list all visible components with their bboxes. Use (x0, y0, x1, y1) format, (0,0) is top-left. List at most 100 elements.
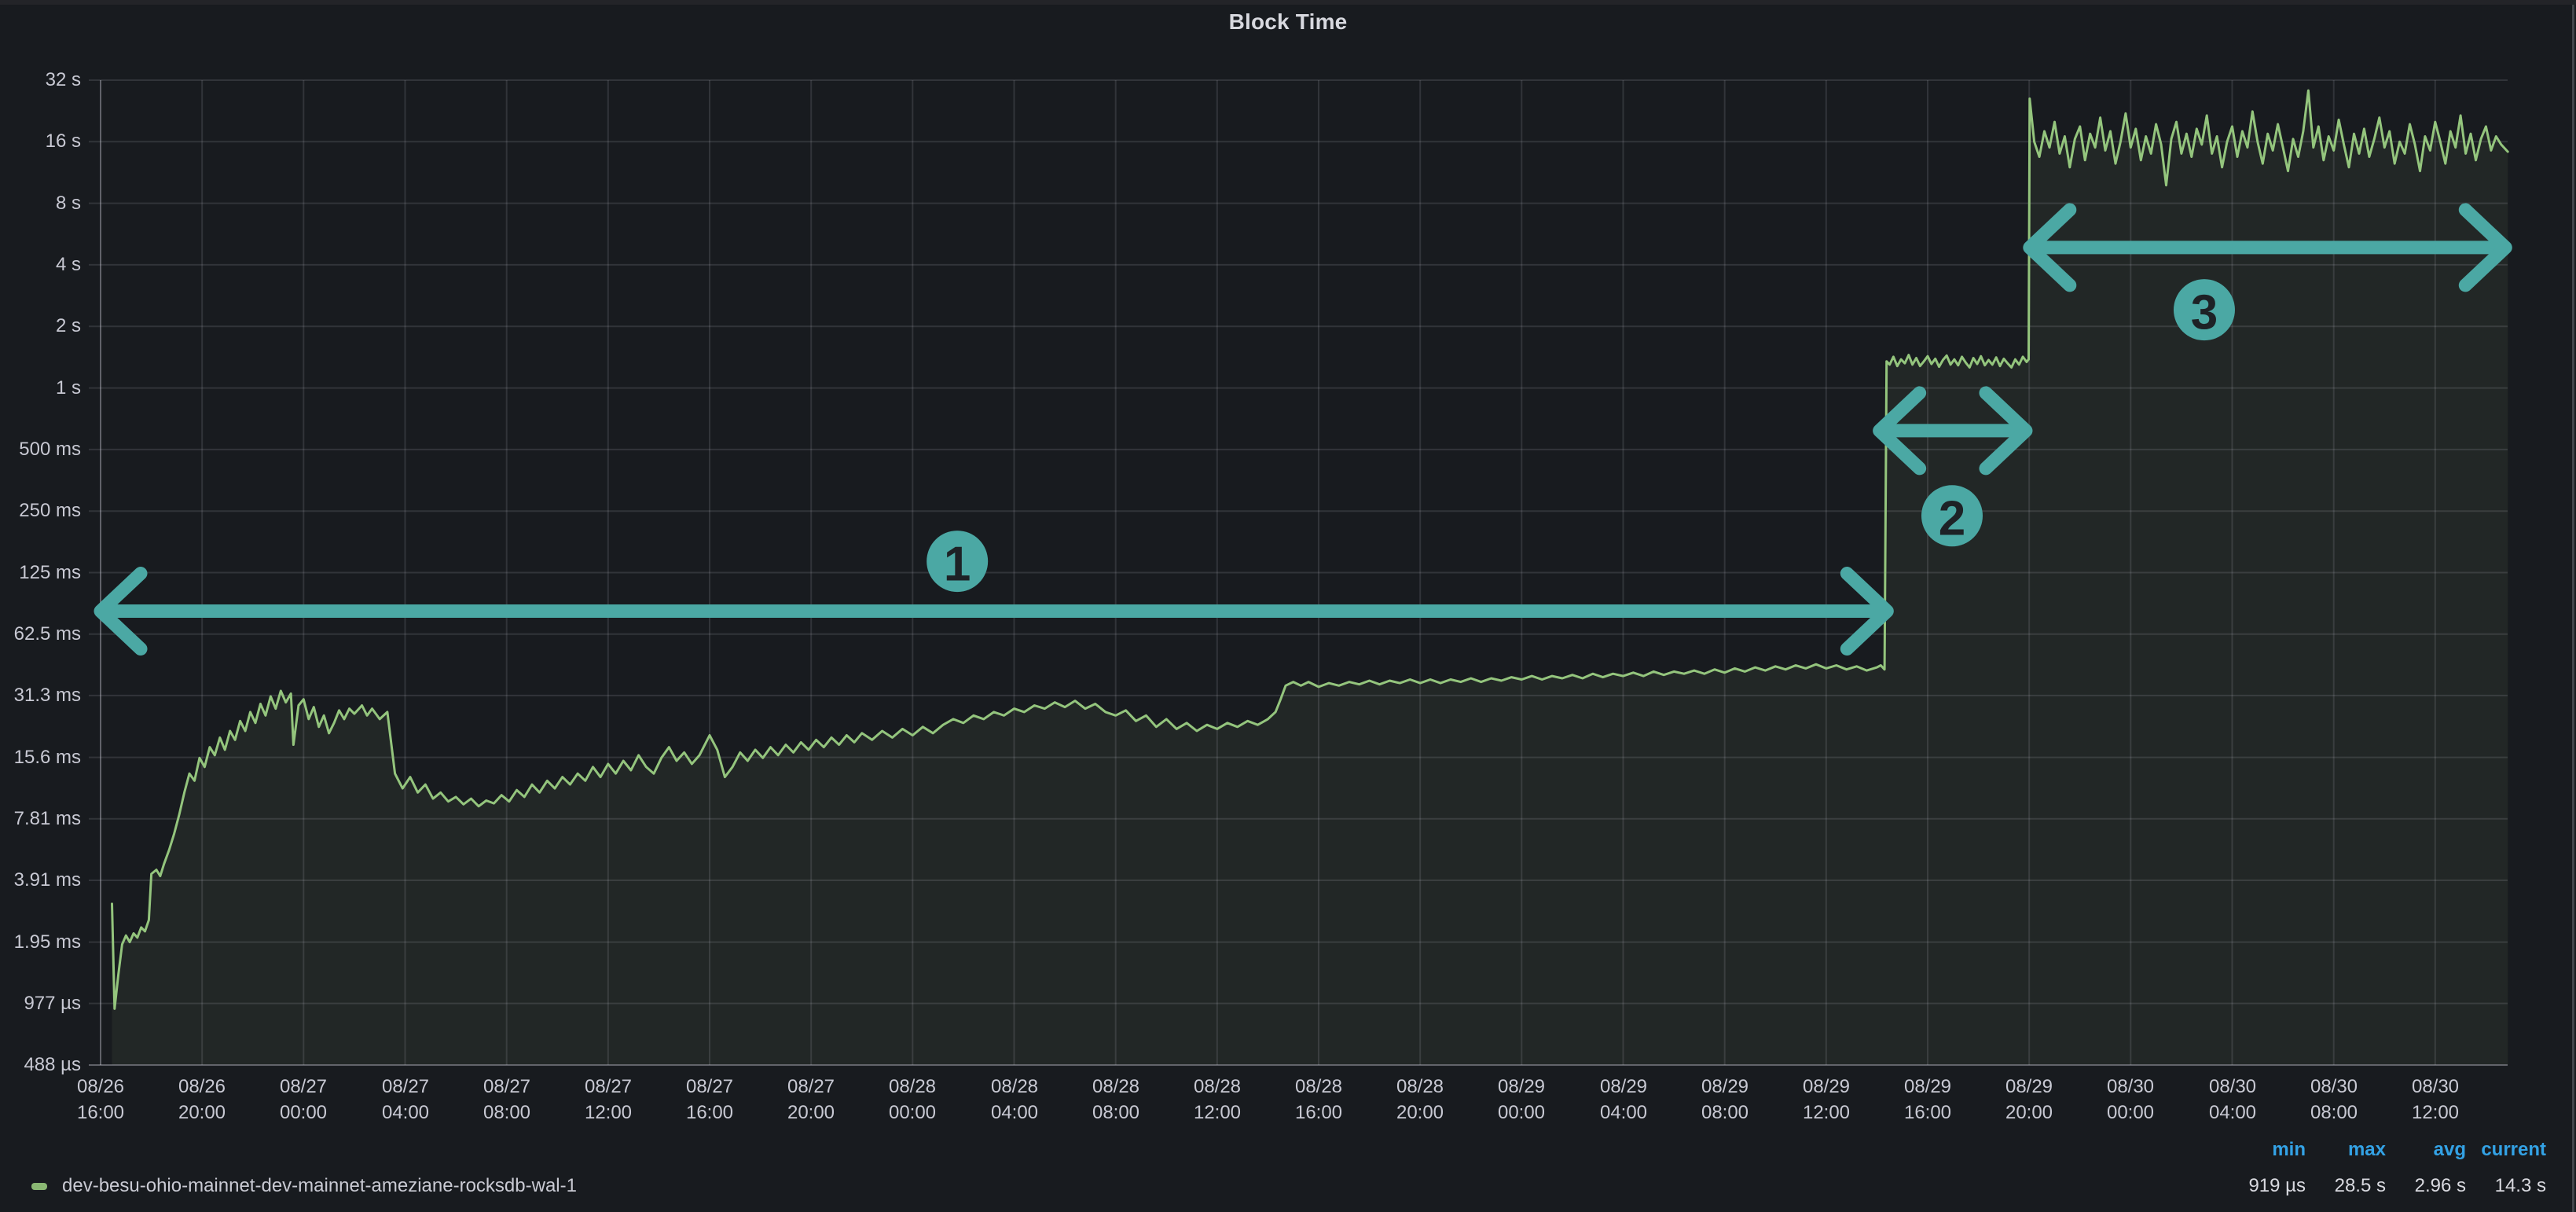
x-tick-time: 00:00 (1497, 1102, 1546, 1123)
x-axis-tick-label: 08/26 20:00 (139, 1074, 265, 1126)
annotation-badge-1: 1 (927, 531, 989, 593)
y-axis-tick-label: 62.5 ms (13, 623, 81, 645)
x-tick-time: 08:00 (1092, 1102, 1140, 1123)
stat-value-avg: 2.96 s (2414, 1175, 2466, 1196)
x-axis-tick-label: 08/29 12:00 (1763, 1074, 1889, 1126)
x-tick-date: 08/29 (1903, 1076, 1952, 1097)
annotation-badge-label: 3 (2191, 286, 2218, 340)
x-tick-time: 08:00 (1701, 1102, 1749, 1123)
x-tick-date: 08/27 (279, 1076, 328, 1097)
x-tick-date: 08/27 (685, 1076, 734, 1097)
legend-bar: min max avg current 919 µs 28.5 s 2.96 s… (0, 1130, 2576, 1209)
y-axis-tick-label: 7.81 ms (13, 808, 81, 829)
series-line[interactable] (111, 89, 2509, 1010)
annotation-badge-label: 1 (944, 538, 971, 592)
x-tick-time: 00:00 (888, 1102, 937, 1123)
y-axis-tick-label: 125 ms (19, 562, 81, 583)
gridlines (89, 79, 2508, 1067)
x-axis-tick-label: 08/28 08:00 (1053, 1074, 1179, 1126)
x-tick-time: 08:00 (2310, 1102, 2358, 1123)
x-tick-time: 20:00 (787, 1102, 835, 1123)
x-axis-tick-label: 08/30 12:00 (2372, 1074, 2498, 1126)
annotation-arrow-2 (1873, 386, 2033, 476)
x-tick-date: 08/26 (178, 1076, 226, 1097)
annotation-badge-3: 3 (2173, 279, 2235, 341)
x-axis-tick-label: 08/27 04:00 (343, 1074, 468, 1126)
x-axis-tick-label: 08/29 16:00 (1865, 1074, 1991, 1126)
x-tick-time: 16:00 (76, 1102, 125, 1123)
x-axis-tick-label: 08/28 12:00 (1154, 1074, 1280, 1126)
x-axis-tick-label: 08/26 16:00 (38, 1074, 163, 1126)
series-color-swatch[interactable] (31, 1182, 47, 1190)
stat-value-current: 14.3 s (2494, 1175, 2546, 1196)
x-tick-date: 08/29 (1802, 1076, 1851, 1097)
series-area-fill (112, 90, 2508, 1066)
x-tick-time: 00:00 (279, 1102, 328, 1123)
annotation-badge-2: 2 (1921, 485, 1983, 547)
x-tick-date: 08/29 (2005, 1076, 2053, 1097)
x-tick-date: 08/26 (76, 1076, 125, 1097)
x-tick-date: 08/28 (1092, 1076, 1140, 1097)
x-axis-tick-label: 08/27 08:00 (444, 1074, 570, 1126)
panel-right-border (2572, 5, 2574, 1212)
x-tick-date: 08/28 (1294, 1076, 1343, 1097)
y-axis-tick-label: 977 µs (24, 993, 81, 1014)
panel-top-border (0, 0, 2576, 5)
stat-header-current[interactable]: current (2481, 1139, 2546, 1160)
y-axis-tick-label: 4 s (55, 254, 81, 275)
annotation-arrow-3 (2023, 203, 2512, 292)
legend-stats-value-row: 919 µs 28.5 s 2.96 s 14.3 s (2226, 1174, 2546, 1198)
x-tick-time: 04:00 (381, 1102, 430, 1123)
x-tick-date: 08/30 (2208, 1076, 2257, 1097)
y-axis-tick-label: 16 s (45, 130, 81, 152)
series-label[interactable]: dev-besu-ohio-mainnet-dev-mainnet-amezia… (62, 1175, 577, 1196)
x-tick-date: 08/30 (2106, 1076, 2155, 1097)
x-tick-time: 16:00 (1903, 1102, 1952, 1123)
x-tick-time: 04:00 (1599, 1102, 1648, 1123)
x-tick-date: 08/27 (584, 1076, 633, 1097)
x-tick-time: 20:00 (2005, 1102, 2053, 1123)
x-tick-date: 08/30 (2411, 1076, 2460, 1097)
y-axis-tick-label: 15.6 ms (13, 747, 81, 768)
y-axis-tick-label: 31.3 ms (13, 685, 81, 706)
y-axis-tick-label: 1.95 ms (13, 931, 81, 953)
panel-title[interactable]: Block Time (1228, 9, 1348, 34)
y-axis-tick-label: 3.91 ms (13, 869, 81, 891)
x-axis-tick-label: 08/29 00:00 (1459, 1074, 1584, 1126)
x-axis-tick-label: 08/28 20:00 (1357, 1074, 1483, 1126)
y-axis-tick-label: 2 s (55, 315, 81, 336)
x-tick-date: 08/29 (1497, 1076, 1546, 1097)
x-axis-tick-label: 08/29 20:00 (1966, 1074, 2092, 1126)
x-axis-tick-label: 08/30 00:00 (2068, 1074, 2193, 1126)
x-axis-tick-label: 08/30 04:00 (2170, 1074, 2295, 1126)
x-tick-date: 08/28 (888, 1076, 937, 1097)
x-tick-time: 04:00 (990, 1102, 1039, 1123)
x-tick-date: 08/29 (1701, 1076, 1749, 1097)
x-tick-time: 20:00 (1396, 1102, 1444, 1123)
legend-stats-header-row: min max avg current (2226, 1138, 2546, 1162)
legend-item[interactable]: dev-besu-ohio-mainnet-dev-mainnet-amezia… (31, 1174, 577, 1198)
x-axis-tick-label: 08/28 04:00 (952, 1074, 1077, 1126)
axis-lines (89, 80, 2508, 1066)
x-axis-tick-label: 08/29 08:00 (1662, 1074, 1788, 1126)
x-axis-tick-label: 08/29 04:00 (1561, 1074, 1686, 1126)
x-tick-date: 08/29 (1599, 1076, 1648, 1097)
y-axis-tick-label: 488 µs (24, 1054, 81, 1075)
x-tick-date: 08/30 (2310, 1076, 2358, 1097)
stat-header-avg[interactable]: avg (2433, 1139, 2466, 1160)
y-axis-tick-label: 32 s (45, 69, 81, 90)
x-tick-time: 00:00 (2106, 1102, 2155, 1123)
x-tick-date: 08/28 (990, 1076, 1039, 1097)
y-axis-tick-label: 250 ms (19, 500, 81, 521)
x-tick-time: 04:00 (2208, 1102, 2257, 1123)
x-axis-tick-label: 08/28 00:00 (849, 1074, 975, 1126)
x-tick-time: 20:00 (178, 1102, 226, 1123)
annotation-badge-label: 2 (1939, 492, 1965, 546)
stat-header-max[interactable]: max (2347, 1139, 2386, 1160)
stat-header-min[interactable]: min (2272, 1139, 2306, 1160)
x-tick-time: 12:00 (2411, 1102, 2460, 1123)
stat-value-min: 919 µs (2248, 1175, 2306, 1196)
y-axis-tick-label: 500 ms (19, 439, 81, 460)
